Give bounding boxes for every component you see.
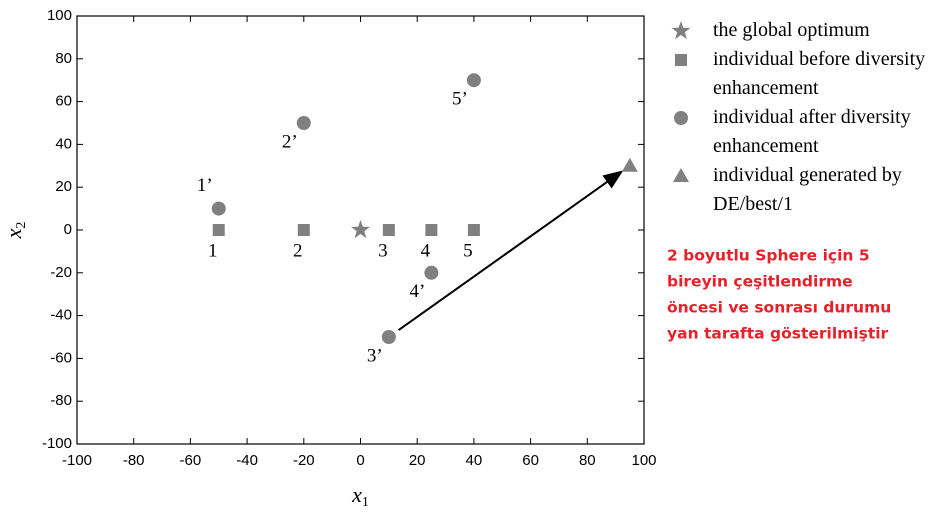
point-label: 1’ bbox=[197, 175, 213, 196]
star-marker bbox=[351, 220, 370, 239]
annotation-line: bireyin çeşitlendirme bbox=[667, 273, 853, 291]
x-tick-label: 80 bbox=[579, 452, 596, 469]
x-tick-label: -80 bbox=[123, 452, 145, 469]
y-axis-label-sub: 2 bbox=[14, 222, 29, 229]
legend-line: the global optimum bbox=[713, 19, 870, 41]
x-axis-label-sub: 1 bbox=[362, 495, 369, 509]
square-marker bbox=[675, 54, 687, 66]
circle-marker bbox=[296, 116, 311, 130]
annotation-line: 2 boyutlu Sphere için 5 bbox=[667, 247, 870, 265]
x-tick-label: -60 bbox=[180, 452, 202, 469]
point-label: 2’ bbox=[282, 131, 298, 152]
square-marker bbox=[382, 224, 395, 236]
circle-marker bbox=[424, 265, 439, 280]
point-label: 2 bbox=[293, 240, 303, 261]
legend-line: individual before diversity bbox=[713, 48, 925, 70]
y-tick-label: 60 bbox=[55, 93, 72, 110]
square-marker bbox=[212, 224, 225, 236]
x-tick-label: -40 bbox=[236, 452, 258, 469]
y-tick-label: -20 bbox=[50, 264, 72, 281]
square-marker bbox=[297, 224, 310, 236]
x-tick-label: -20 bbox=[293, 452, 315, 469]
circle-marker bbox=[674, 111, 688, 125]
legend-line: individual generated by bbox=[713, 164, 902, 186]
arrow bbox=[398, 170, 624, 331]
square-marker bbox=[467, 224, 480, 236]
point-label: 3 bbox=[378, 240, 388, 261]
point-label: 5’ bbox=[452, 89, 468, 110]
point-label: 1 bbox=[208, 240, 218, 261]
square-marker bbox=[425, 224, 438, 236]
x-tick-label: 60 bbox=[522, 452, 539, 469]
legend-line: DE/best/1 bbox=[713, 193, 793, 215]
y-tick-label: -40 bbox=[50, 307, 72, 324]
x-tick-label: -100 bbox=[62, 452, 92, 469]
y-tick-label: -100 bbox=[42, 435, 72, 452]
legend-entry: the global optimum bbox=[671, 19, 870, 41]
circle-marker bbox=[211, 201, 226, 216]
y-tick-label: 20 bbox=[55, 178, 72, 195]
x-axis-label-base: x bbox=[351, 482, 362, 507]
legend-entry: individual after diversity enhancement bbox=[674, 106, 911, 157]
x-tick-label: 0 bbox=[356, 452, 364, 469]
x-tick-label: 20 bbox=[409, 452, 426, 469]
x-tick-label: 100 bbox=[631, 452, 656, 469]
y-tick-label: -60 bbox=[50, 349, 72, 366]
y-tick-label: -80 bbox=[50, 392, 72, 409]
legend-line: enhancement bbox=[713, 77, 819, 99]
circle-marker bbox=[466, 73, 481, 88]
x-tick-label: 40 bbox=[466, 452, 483, 469]
point-label: 5 bbox=[463, 240, 473, 261]
point-label: 4 bbox=[421, 240, 431, 261]
legend-label: individual before diversity enhancement bbox=[713, 48, 925, 99]
legend-label: the global optimum bbox=[713, 19, 870, 41]
legend-entry: individual generated by DE/best/1 bbox=[673, 164, 902, 215]
point-label: 4’ bbox=[409, 281, 425, 302]
legend-entry: individual before diversity enhancement bbox=[675, 48, 925, 99]
annotation-line: yan tarafta gösterilmiştir bbox=[667, 325, 889, 343]
y-tick-label: 100 bbox=[47, 7, 72, 24]
y-tick-label: 40 bbox=[55, 135, 72, 152]
circle-marker bbox=[381, 330, 396, 344]
triangle-marker bbox=[673, 168, 689, 182]
legend-line: individual after diversity bbox=[713, 106, 911, 128]
y-tick-label: 0 bbox=[64, 221, 72, 238]
point-label: 3’ bbox=[367, 345, 383, 366]
x-axis-label: x1 bbox=[351, 482, 369, 509]
star-marker bbox=[671, 21, 691, 40]
annotation-line: öncesi ve sonrası durumu bbox=[667, 299, 891, 317]
y-axis-label: x2 bbox=[1, 222, 29, 240]
legend-label: individual after diversity enhancement bbox=[713, 106, 911, 157]
legend-label: individual generated by DE/best/1 bbox=[713, 164, 902, 215]
y-tick-label: 80 bbox=[55, 50, 72, 67]
triangle-marker bbox=[621, 157, 638, 172]
y-axis-label-base: x bbox=[1, 228, 26, 239]
legend-line: enhancement bbox=[713, 135, 819, 157]
